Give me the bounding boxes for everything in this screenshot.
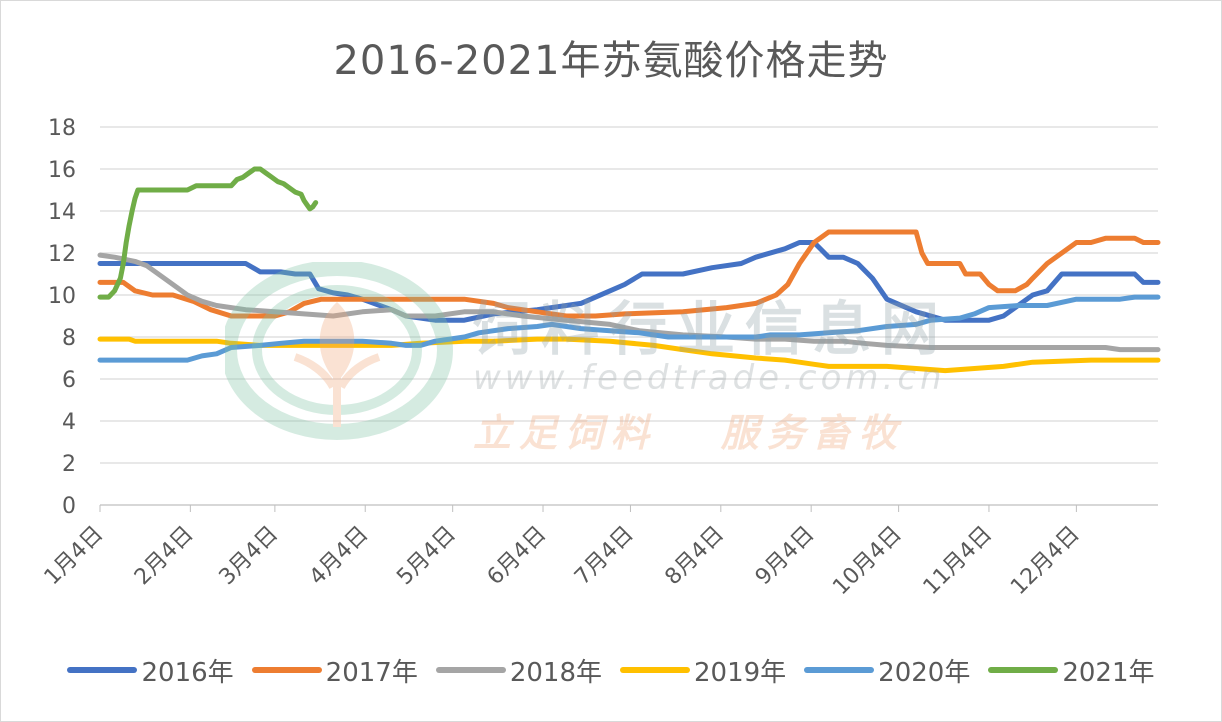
- chart-title: 2016-2021年苏氨酸价格走势: [333, 38, 889, 84]
- legend-swatch: [435, 667, 506, 673]
- legend-item-2: 2017年: [251, 652, 418, 689]
- x-tick-label: 5月4日: [392, 522, 461, 591]
- y-tick-label: 16: [48, 158, 76, 183]
- x-tick-label: 4月4日: [305, 522, 374, 591]
- x-tick-label: 11月4日: [919, 522, 997, 600]
- legend: 2016年 2017年 2018年 2019年 2020年 2021年: [0, 650, 1222, 690]
- x-tick-label: 6月4日: [483, 522, 552, 591]
- legend-swatch: [251, 667, 322, 673]
- legend-swatch: [620, 667, 690, 673]
- x-tick-label: 2月4日: [130, 522, 199, 591]
- legend-label: 2021年: [1062, 657, 1155, 688]
- series-line-1: [97, 240, 1161, 323]
- y-tick-label: 10: [48, 284, 76, 309]
- series-line-3: [97, 252, 1161, 353]
- x-tick-label: 1月4日: [40, 522, 109, 591]
- legend-swatch: [804, 667, 875, 673]
- y-tick-label: 18: [48, 116, 76, 141]
- y-tick-label: 14: [48, 200, 76, 225]
- series-line-6: [97, 166, 319, 300]
- series-line-5: [97, 294, 1161, 363]
- legend-label: 2018年: [509, 657, 602, 688]
- x-tick-label: 10月4日: [828, 522, 906, 600]
- x-tick-label: 9月4日: [751, 522, 820, 591]
- y-tick-label: 12: [48, 242, 76, 267]
- legend-item-6: 2021年: [988, 652, 1155, 689]
- legend-swatch: [988, 667, 1059, 673]
- series-lines: [97, 166, 1161, 374]
- x-tick-label: 3月4日: [215, 522, 284, 591]
- grid-lines: [100, 126, 1158, 506]
- y-tick-label: 4: [62, 410, 76, 435]
- legend-label: 2017年: [325, 657, 418, 688]
- y-tick-label: 2: [62, 452, 76, 477]
- y-axis: 0 2 4 6 8 10 12 14 16 18: [48, 116, 76, 519]
- legend-item-4: 2019年: [620, 652, 786, 689]
- y-tick-label: 8: [62, 326, 76, 351]
- x-tick-label: 12月4日: [1006, 522, 1084, 600]
- y-tick-label: 6: [62, 368, 76, 393]
- x-tick-label: 7月4日: [570, 522, 639, 591]
- legend-item-1: 2016年: [67, 652, 234, 689]
- legend-label: 2020年: [878, 657, 971, 688]
- legend-label: 2016年: [141, 657, 234, 688]
- legend-item-5: 2020年: [804, 652, 970, 689]
- legend-swatch: [67, 667, 138, 673]
- x-axis: 1月4日 2月4日 3月4日 4月4日 5月4日 6月4日 7月4日 8月4日 9月4日 10月4…: [40, 505, 1085, 600]
- legend-item-3: 2018年: [435, 652, 602, 689]
- y-tick-label: 0: [62, 494, 76, 519]
- series-line-2: [97, 229, 1161, 319]
- legend-label: 2019年: [694, 657, 787, 688]
- x-tick-label: 8月4日: [660, 522, 729, 591]
